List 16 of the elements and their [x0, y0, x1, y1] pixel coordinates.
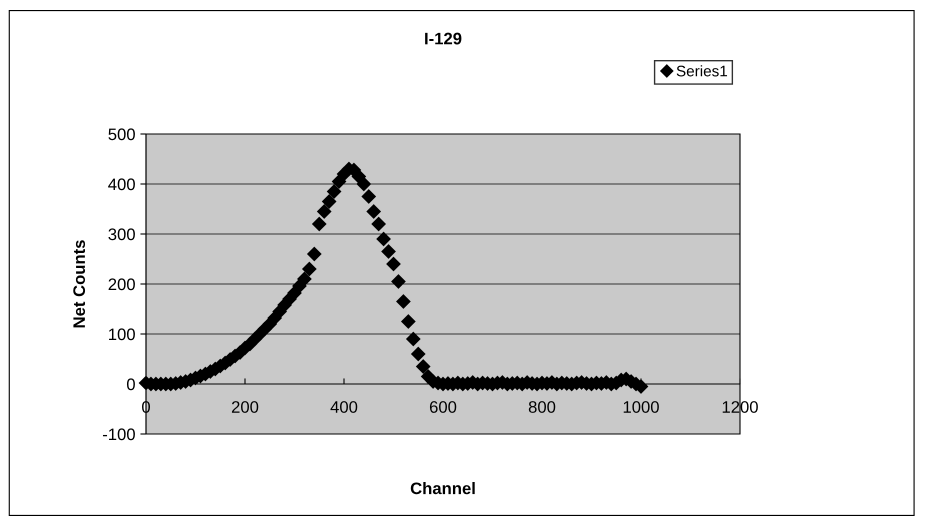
- y-tick-label: 300: [108, 228, 135, 240]
- y-tick-label: -100: [102, 428, 135, 440]
- chart-title: I-129: [425, 32, 462, 44]
- legend-label: Series1: [676, 65, 728, 76]
- x-tick-label: 200: [232, 401, 258, 413]
- x-tick-label: 1000: [624, 401, 659, 413]
- x-tick-label: 400: [330, 401, 358, 413]
- y-tick-label: 100: [109, 328, 135, 340]
- x-tick-label: 600: [430, 401, 456, 413]
- y-tick-label: 200: [108, 278, 135, 290]
- y-axis-title: Net Counts: [73, 240, 86, 328]
- x-tick-label: 800: [528, 401, 556, 413]
- y-tick-label: 0: [126, 378, 135, 390]
- x-axis-title: Channel: [410, 482, 475, 494]
- y-tick-label: 500: [108, 128, 135, 140]
- y-tick-label: 400: [108, 178, 135, 190]
